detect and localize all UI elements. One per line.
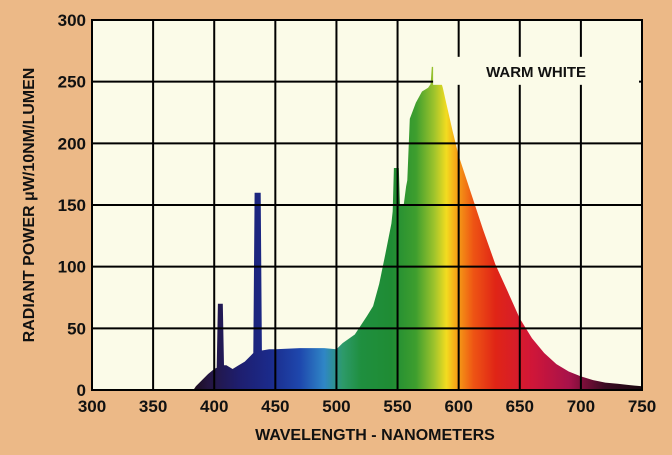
x-tick-label: 400: [200, 397, 228, 416]
y-tick-label: 300: [58, 11, 86, 30]
y-tick-label: 100: [58, 258, 86, 277]
x-tick-label: 600: [444, 397, 472, 416]
plot-frame: [91, 19, 643, 391]
x-tick-label: 500: [322, 397, 350, 416]
x-tick-label: 350: [139, 397, 167, 416]
y-axis-label: RADIANT POWER μW/10NM/LUMEN: [21, 68, 38, 343]
x-tick-label: 700: [567, 397, 595, 416]
y-tick-label: 150: [58, 196, 86, 215]
x-tick-label: 450: [261, 397, 289, 416]
spectrum-area-layer: [193, 66, 642, 390]
x-tick-label: 650: [506, 397, 534, 416]
x-tick-label: 300: [78, 397, 106, 416]
y-tick-label: 200: [58, 134, 86, 153]
spectrum-area: [193, 66, 642, 390]
y-tick-label: 250: [58, 73, 86, 92]
x-tick-label: 750: [628, 397, 656, 416]
x-tick-label: 550: [383, 397, 411, 416]
chart-title: WARM WHITE: [486, 64, 586, 81]
tick-labels: 300 350 400 450 500 550 600 650 700 750 0 50 100 150 2…: [58, 11, 657, 416]
x-axis-label: WAVELENGTH - NANOMETERS: [255, 427, 495, 444]
y-tick-label: 0: [77, 381, 86, 400]
title-group: WARM WHITE: [433, 56, 639, 85]
title-box: [433, 56, 639, 85]
y-tick-label: 50: [67, 319, 86, 338]
